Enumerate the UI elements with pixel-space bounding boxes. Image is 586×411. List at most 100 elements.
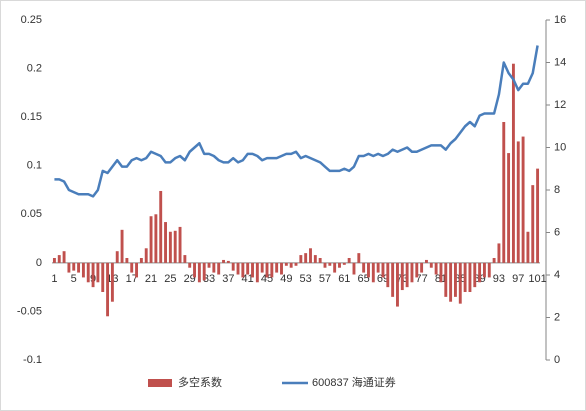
bar xyxy=(381,262,385,278)
bar xyxy=(342,262,346,265)
bar xyxy=(309,248,312,263)
bar xyxy=(106,262,110,317)
bar xyxy=(284,262,288,266)
bar xyxy=(81,262,85,278)
bar xyxy=(67,262,71,273)
bar xyxy=(168,231,172,263)
x-tick-label: 65 xyxy=(358,273,370,285)
bar xyxy=(91,262,95,288)
x-tick-label: 61 xyxy=(338,273,350,285)
x-tick-label: 53 xyxy=(300,273,312,285)
bar xyxy=(255,262,259,283)
bar xyxy=(507,153,511,263)
bar xyxy=(304,253,308,263)
y-tick-label: 0.25 xyxy=(21,14,42,26)
bar xyxy=(231,262,235,271)
bar xyxy=(159,190,163,263)
x-tick-label: 25 xyxy=(164,273,176,285)
bar xyxy=(164,222,167,263)
bar xyxy=(120,229,124,263)
bar xyxy=(347,258,351,263)
bar xyxy=(280,262,283,275)
bar xyxy=(468,262,472,292)
x-tick-label: 1 xyxy=(51,273,57,285)
bar xyxy=(323,262,327,268)
bar xyxy=(516,141,520,263)
bar xyxy=(367,262,370,278)
bar xyxy=(502,122,506,263)
bar xyxy=(362,262,366,273)
bar xyxy=(72,262,76,271)
bar xyxy=(96,262,100,283)
bar xyxy=(251,262,254,278)
bar xyxy=(536,168,540,263)
x-tick-label: 49 xyxy=(280,273,292,285)
bar xyxy=(289,262,293,268)
bar xyxy=(217,262,221,275)
bar xyxy=(338,262,341,268)
x-tick-label: 97 xyxy=(512,273,524,285)
bar xyxy=(110,262,114,302)
bar xyxy=(202,262,206,281)
y2-tick-label: 12 xyxy=(554,99,566,111)
x-tick-label: 29 xyxy=(184,273,196,285)
x-tick-label: 57 xyxy=(319,273,331,285)
bar xyxy=(521,136,525,263)
legend-swatch xyxy=(148,379,172,387)
bar xyxy=(77,262,81,273)
bar xyxy=(497,243,501,263)
x-tick-label: 69 xyxy=(377,273,389,285)
x-tick-label: 45 xyxy=(261,273,273,285)
bar xyxy=(415,262,419,278)
bar xyxy=(318,258,322,263)
bar xyxy=(260,262,264,273)
x-tick-label: 37 xyxy=(222,273,234,285)
bar xyxy=(236,262,240,275)
bar xyxy=(352,262,356,275)
bar xyxy=(482,262,486,278)
x-tick-label: 33 xyxy=(203,273,215,285)
bar xyxy=(183,255,187,263)
bar xyxy=(449,262,453,302)
bar xyxy=(212,262,216,273)
bar xyxy=(439,262,443,283)
bar xyxy=(275,262,279,273)
bar xyxy=(226,260,230,263)
bar xyxy=(246,262,250,275)
bar xyxy=(492,258,496,263)
y2-tick-label: 8 xyxy=(554,184,560,196)
bar xyxy=(444,262,448,297)
bar xyxy=(410,262,414,283)
bar xyxy=(453,262,457,297)
bar xyxy=(173,230,177,263)
bar xyxy=(299,255,303,263)
bar xyxy=(197,262,201,283)
x-tick-label: 101 xyxy=(528,273,546,285)
bar xyxy=(429,262,433,268)
bar xyxy=(391,262,395,297)
bar xyxy=(294,262,298,266)
bar xyxy=(328,262,332,266)
bar xyxy=(154,214,158,263)
bar xyxy=(86,262,90,283)
bar xyxy=(52,258,56,263)
bar xyxy=(144,248,148,263)
bar xyxy=(400,262,404,291)
bar xyxy=(511,63,515,263)
bar xyxy=(386,262,390,288)
bar xyxy=(135,262,139,278)
bar xyxy=(222,259,225,263)
bar xyxy=(531,185,535,263)
bar xyxy=(420,262,424,273)
x-tick-label: 21 xyxy=(145,273,157,285)
x-tick-label: 77 xyxy=(415,273,427,285)
line xyxy=(54,45,539,198)
bar xyxy=(207,262,211,268)
bar xyxy=(526,231,530,263)
bar xyxy=(270,262,274,278)
bar xyxy=(265,262,269,278)
bar xyxy=(396,262,399,307)
y-tick-label: 0.15 xyxy=(21,111,42,123)
